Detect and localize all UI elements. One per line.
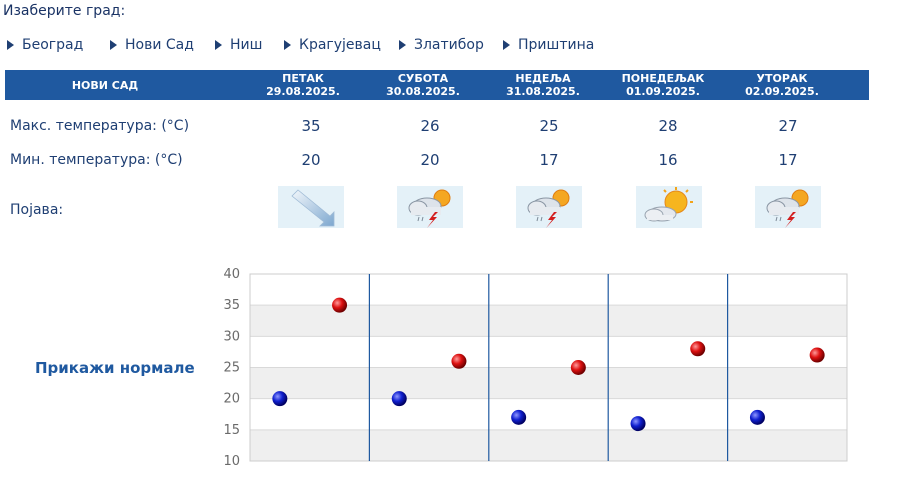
forecast-header: НОВИ САД ПЕТАК 29.08.2025. СУБОТА 30.08.20… (5, 70, 869, 100)
plot-border (249, 273, 848, 462)
grid-band (250, 274, 847, 306)
max-temp-label: Макс. температура: (°C) (10, 118, 190, 134)
max-temp-cell: 26 (420, 117, 440, 135)
thunderstorm-icon (397, 186, 463, 228)
min-temp-cell: 17 (539, 151, 559, 169)
arrow-right-icon (7, 40, 14, 50)
grid-band (250, 336, 847, 368)
show-normals-link[interactable]: Прикажи нормале (35, 359, 195, 377)
city-link-kragujevac[interactable]: Крагујевац (284, 37, 399, 53)
min-temp-cell: 20 (301, 151, 321, 169)
temperature-chart: 40 35 30 25 20 15 10 (210, 264, 860, 474)
grid-band (250, 367, 847, 399)
min-temp-cell: 16 (658, 151, 678, 169)
city-nav: Београд Нови Сад Ниш Крагујевац Златибор… (7, 37, 594, 53)
header-day-2: СУБОТА 30.08.2025. (386, 72, 460, 98)
header-day-3: НЕДЕЉА 31.08.2025. (506, 72, 580, 98)
max-temp-point (332, 297, 348, 313)
thunderstorm-icon (755, 186, 821, 228)
city-link-beograd[interactable]: Београд (7, 37, 110, 53)
header-day-5: УТОРАК 02.09.2025. (745, 72, 819, 98)
arrow-right-icon (110, 40, 117, 50)
max-temp-cell: 27 (778, 117, 798, 135)
select-city-label: Изаберите град: (3, 3, 126, 19)
header-day-1: ПЕТАК 29.08.2025. (266, 72, 340, 98)
grid-band (250, 398, 847, 430)
max-temp-cell: 35 (301, 117, 321, 135)
arrow-right-icon (215, 40, 222, 50)
min-temp-cell: 20 (420, 151, 440, 169)
max-temp-point (690, 341, 706, 357)
min-temp-point (749, 409, 765, 425)
max-temp-point (809, 347, 825, 363)
city-link-novi-sad[interactable]: Нови Сад (110, 37, 215, 53)
partly-cloudy-icon (636, 186, 702, 228)
y-tick-label: 30 (223, 329, 240, 344)
y-tick-label: 25 (223, 361, 240, 376)
min-temp-point (511, 409, 527, 425)
city-link-nis[interactable]: Ниш (215, 37, 284, 53)
thunderstorm-icon (516, 186, 582, 228)
y-tick-label: 20 (223, 392, 240, 407)
min-temp-point (391, 391, 407, 407)
max-temp-cell: 25 (539, 117, 559, 135)
min-temp-cell: 17 (778, 151, 798, 169)
city-link-zlatibor[interactable]: Златибор (399, 37, 503, 53)
arrow-right-icon (284, 40, 291, 50)
header-city-name: НОВИ САД (71, 79, 139, 92)
y-tick-label: 40 (223, 267, 240, 282)
arrow-right-icon (399, 40, 406, 50)
max-temp-point (451, 353, 467, 369)
grid-band (250, 305, 847, 337)
y-tick-label: 15 (223, 423, 240, 438)
max-temp-point (570, 360, 586, 375)
arrow-right-icon (503, 40, 510, 50)
y-tick-label: 35 (223, 298, 240, 313)
header-day-4: ПОНЕДЕЉАК 01.09.2025. (621, 72, 705, 98)
min-temp-point (630, 416, 646, 432)
wind-icon (278, 186, 344, 228)
city-link-pristina[interactable]: Приштина (503, 37, 594, 53)
grid-band (250, 429, 847, 461)
min-temp-label: Мин. температура: (°C) (10, 152, 183, 168)
min-temp-point (272, 391, 288, 407)
max-temp-cell: 28 (658, 117, 678, 135)
phenomenon-label: Појава: (10, 202, 64, 218)
y-tick-label: 10 (223, 454, 240, 469)
